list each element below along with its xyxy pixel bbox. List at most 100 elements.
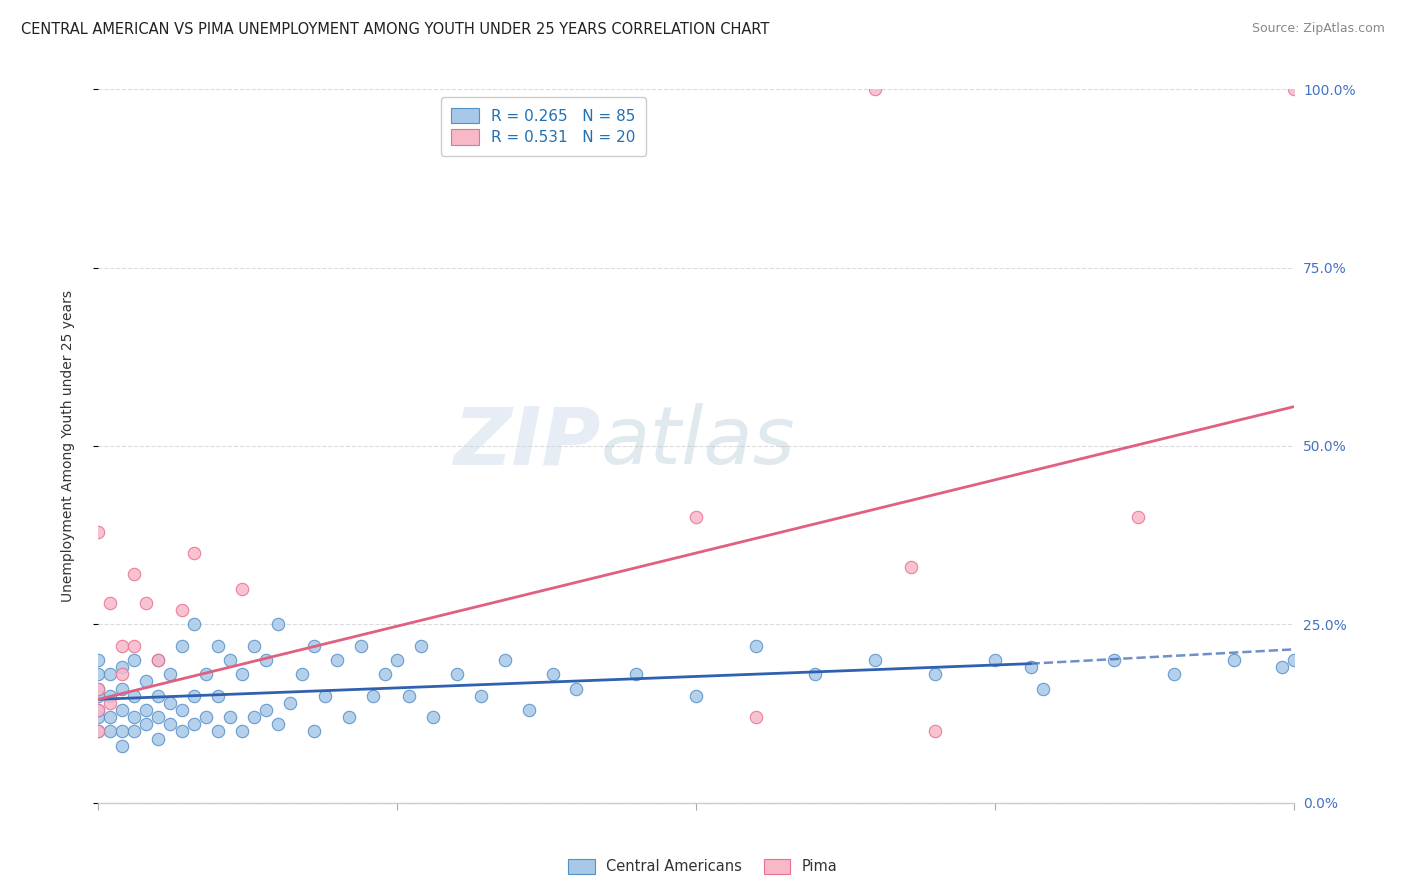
Point xyxy=(87,710,110,724)
Point xyxy=(924,667,946,681)
Point xyxy=(626,667,648,681)
Point xyxy=(124,639,146,653)
Point xyxy=(302,724,325,739)
Point xyxy=(1019,660,1042,674)
Point xyxy=(172,603,194,617)
Point xyxy=(326,653,349,667)
Point xyxy=(135,674,157,689)
Point xyxy=(1223,653,1246,667)
Point xyxy=(804,667,827,681)
Point xyxy=(111,739,134,753)
Point xyxy=(195,667,218,681)
Point xyxy=(1104,653,1126,667)
Point xyxy=(207,724,229,739)
Point xyxy=(148,653,170,667)
Point xyxy=(1032,681,1054,696)
Point xyxy=(291,667,314,681)
Point xyxy=(111,703,134,717)
Point xyxy=(398,689,420,703)
Point xyxy=(159,696,181,710)
Point xyxy=(745,710,768,724)
Point xyxy=(900,560,922,574)
Point xyxy=(87,689,110,703)
Point xyxy=(470,689,492,703)
Point xyxy=(267,717,290,731)
Point xyxy=(865,82,887,96)
Point xyxy=(135,703,157,717)
Point xyxy=(111,639,134,653)
Point xyxy=(207,639,229,653)
Point xyxy=(302,639,325,653)
Point xyxy=(446,667,468,681)
Point xyxy=(98,696,122,710)
Point xyxy=(231,582,253,596)
Point xyxy=(183,617,205,632)
Point xyxy=(517,703,540,717)
Point xyxy=(148,689,170,703)
Point xyxy=(243,639,266,653)
Point xyxy=(231,724,253,739)
Text: Source: ZipAtlas.com: Source: ZipAtlas.com xyxy=(1251,22,1385,36)
Point xyxy=(254,703,277,717)
Point xyxy=(87,703,110,717)
Point xyxy=(195,710,218,724)
Point xyxy=(87,724,110,739)
Point xyxy=(159,717,181,731)
Point xyxy=(135,717,157,731)
Point xyxy=(98,596,122,610)
Point xyxy=(1271,660,1294,674)
Point xyxy=(315,689,337,703)
Point xyxy=(98,667,122,681)
Point xyxy=(565,681,588,696)
Point xyxy=(172,724,194,739)
Point xyxy=(87,681,110,696)
Point xyxy=(1282,82,1305,96)
Point xyxy=(267,617,290,632)
Point xyxy=(350,639,373,653)
Point xyxy=(98,710,122,724)
Point xyxy=(183,546,205,560)
Point xyxy=(363,689,385,703)
Point xyxy=(111,660,134,674)
Point xyxy=(87,703,110,717)
Point xyxy=(98,689,122,703)
Point xyxy=(124,689,146,703)
Point xyxy=(339,710,361,724)
Legend: Central Americans, Pima: Central Americans, Pima xyxy=(562,853,844,880)
Point xyxy=(385,653,409,667)
Point xyxy=(87,681,110,696)
Text: ZIP: ZIP xyxy=(453,403,600,482)
Point xyxy=(685,510,707,524)
Point xyxy=(111,681,134,696)
Point xyxy=(111,667,134,681)
Point xyxy=(1282,653,1305,667)
Point xyxy=(1128,510,1150,524)
Point xyxy=(254,653,277,667)
Point xyxy=(148,653,170,667)
Point xyxy=(207,689,229,703)
Point xyxy=(411,639,433,653)
Point xyxy=(183,689,205,703)
Point xyxy=(135,596,157,610)
Point xyxy=(148,731,170,746)
Point xyxy=(865,653,887,667)
Point xyxy=(124,653,146,667)
Point xyxy=(159,667,181,681)
Point xyxy=(219,653,242,667)
Point xyxy=(231,667,253,681)
Point xyxy=(278,696,301,710)
Point xyxy=(87,524,110,539)
Point xyxy=(148,710,170,724)
Point xyxy=(87,653,110,667)
Point xyxy=(87,724,110,739)
Point xyxy=(183,717,205,731)
Point xyxy=(172,703,194,717)
Point xyxy=(172,639,194,653)
Point xyxy=(1163,667,1185,681)
Point xyxy=(243,710,266,724)
Point xyxy=(124,710,146,724)
Point xyxy=(924,724,946,739)
Point xyxy=(374,667,396,681)
Point xyxy=(87,667,110,681)
Point xyxy=(685,689,707,703)
